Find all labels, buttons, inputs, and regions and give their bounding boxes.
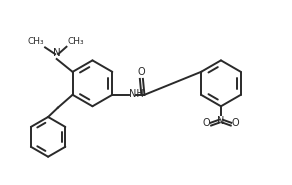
Text: CH₃: CH₃ — [27, 37, 44, 46]
Text: N: N — [53, 48, 60, 58]
Text: NH: NH — [129, 90, 144, 100]
Text: O: O — [203, 118, 210, 128]
Text: O: O — [138, 67, 145, 77]
Text: N: N — [217, 116, 225, 126]
Text: CH₃: CH₃ — [68, 37, 84, 46]
Text: O: O — [232, 118, 239, 128]
